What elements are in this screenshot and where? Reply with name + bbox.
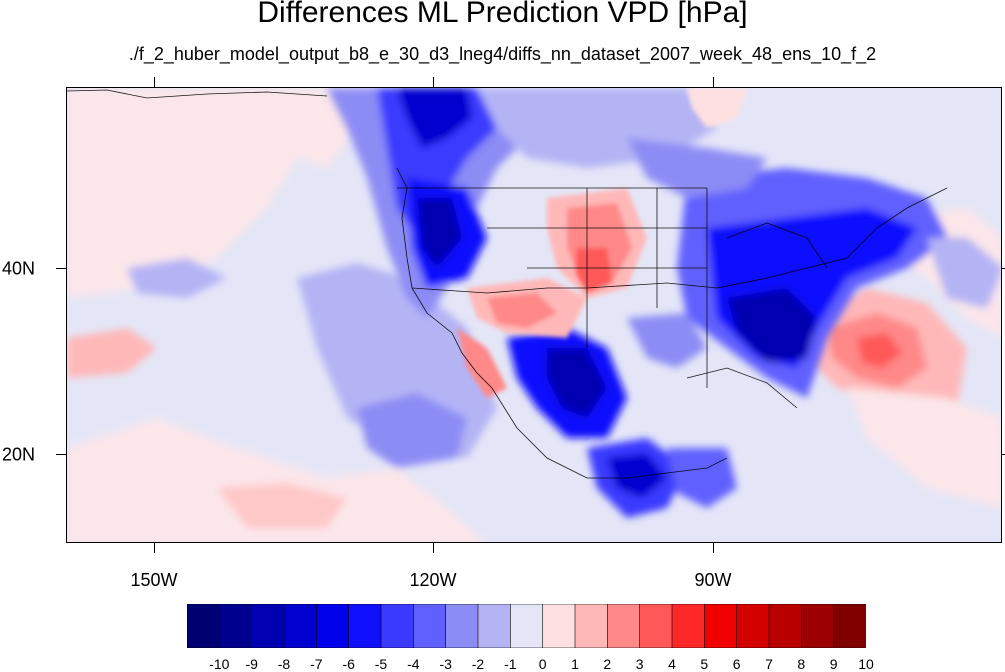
colorbar-box: [574, 604, 609, 648]
lon-tick-120w-top: [433, 77, 434, 87]
colorbar-tick-label: -1: [504, 656, 517, 672]
colorbar-tick-label: 2: [603, 656, 612, 672]
colorbar-tick-label: 9: [829, 656, 838, 672]
colorbar-tick-label: -10: [209, 656, 230, 672]
colorbar-tick-label: 7: [765, 656, 773, 672]
colorbar-box: [833, 604, 866, 648]
colorbar-tick-label: -8: [277, 656, 291, 672]
lon-tick-90w: [713, 543, 714, 553]
colorbar-box: [768, 604, 803, 648]
colorbar-box: [187, 604, 221, 648]
lon-tick-90w-top: [713, 77, 714, 87]
lat-tick-20n: [56, 454, 66, 455]
colorbar-box: [736, 604, 770, 648]
colorbar-box: [316, 604, 350, 648]
land-positive-anomalies: [457, 88, 747, 398]
colorbar-tick-label: -3: [439, 656, 452, 672]
colorbar-box: [510, 604, 544, 648]
atlantic-anomalies: [807, 208, 1001, 508]
colorbar-box: [477, 604, 512, 648]
lon-tick-120w: [433, 543, 434, 553]
lon-label-120w: 120W: [409, 570, 457, 590]
colorbar-box: [542, 604, 576, 648]
colorbar-tick-label: 3: [635, 656, 644, 672]
colorbar-box: [445, 604, 479, 648]
colorbar-box: [251, 604, 285, 648]
colorbar-tick-label: -9: [245, 656, 258, 672]
lon-tick-150w-top: [154, 77, 155, 87]
lat-tick-40n: [56, 268, 66, 269]
lat-tick-40n-right: [1002, 268, 1005, 269]
colorbar-box: [801, 604, 835, 648]
colorbar-tick-label: -6: [342, 656, 355, 672]
lon-label-90w: 90W: [694, 570, 732, 590]
map-plot-area: [66, 87, 1002, 543]
vpd-difference-map: [67, 88, 1001, 542]
colorbar-tick-label: -7: [310, 656, 323, 672]
lon-tick-150w: [154, 543, 155, 553]
colorbar-tick-label: 10: [858, 656, 874, 672]
lat-tick-20n-right: [1002, 454, 1005, 455]
colorbar-tick-label: 4: [668, 656, 676, 672]
colorbar-box: [283, 604, 318, 648]
colorbar-tick-label: -5: [374, 656, 388, 672]
colorbar-box: [607, 604, 641, 648]
colorbar-box: [671, 604, 706, 648]
land-negative-anomalies: [327, 88, 1001, 518]
colorbar-box: [380, 604, 415, 648]
colorbar-box: [348, 604, 382, 648]
colorbar-box: [219, 604, 253, 648]
colorbar-tick-label: 6: [732, 656, 741, 672]
colorbar-tick-label: -2: [471, 656, 485, 672]
pacific-anomalies: [67, 88, 497, 542]
chart-title: Differences ML Prediction VPD [hPa]: [257, 0, 748, 29]
colorbar-box: [704, 604, 738, 648]
colorbar-tick-label: -4: [407, 656, 420, 672]
colorbar-tick-label: 8: [797, 656, 806, 672]
lat-label-20n: 20N: [2, 444, 36, 465]
colorbar-box: [639, 604, 673, 648]
colorbar-tick-label: 5: [700, 656, 709, 672]
lat-label-40n: 40N: [2, 258, 36, 279]
colorbar-tick-label: 0: [538, 656, 547, 672]
chart-subtitle: ./f_2_huber_model_output_b8_e_30_d3_lneg…: [128, 44, 877, 64]
coastlines: [67, 89, 948, 479]
colorbar: [187, 604, 866, 648]
colorbar-box: [413, 604, 447, 648]
lon-label-150w: 150W: [130, 570, 178, 590]
colorbar-tick-label: 1: [571, 656, 579, 672]
